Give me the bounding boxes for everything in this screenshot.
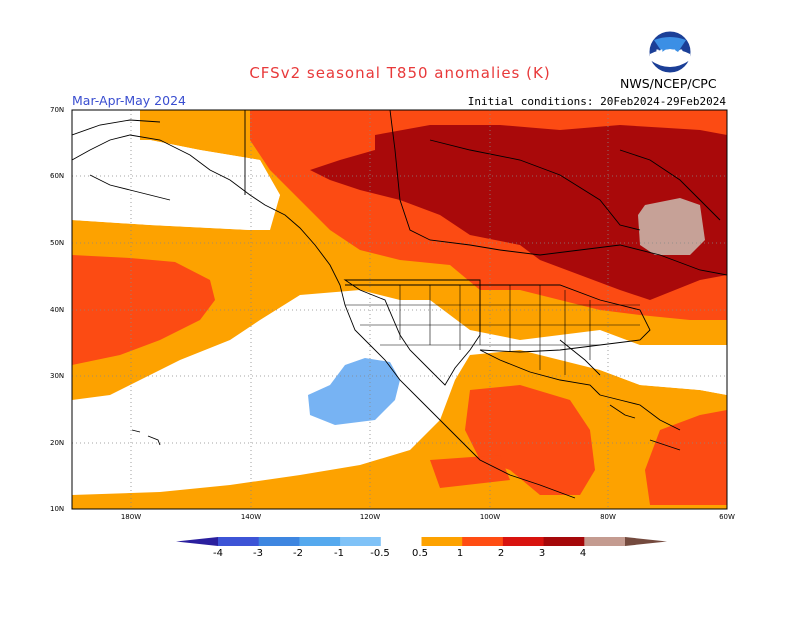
- anomaly-region-blue: [308, 358, 400, 425]
- colorbar-label: 1: [456, 548, 464, 559]
- colorbar-segment: [502, 537, 545, 546]
- colorbar-segment: [218, 537, 260, 546]
- lon-label: 180W: [120, 513, 142, 521]
- anomaly-region-pink: [638, 198, 705, 255]
- colorbar-label: -4: [213, 548, 223, 559]
- colorbar-label: 2: [497, 548, 505, 559]
- colorbar-label: 4: [579, 548, 587, 559]
- anomaly-region-red-mexico: [465, 385, 595, 495]
- colorbar-segment: [299, 537, 341, 546]
- anomaly-region-red-pacific: [72, 255, 215, 365]
- colorbar-label: -3: [253, 548, 263, 559]
- colorbar-arrow-right: [625, 537, 667, 546]
- colorbar-segment: [421, 537, 463, 546]
- colorbar-segment: [258, 537, 300, 546]
- state-borders: [345, 285, 640, 375]
- logo-text: NOAA: [656, 49, 685, 59]
- anomaly-region-red-caribbean: [645, 410, 727, 505]
- lat-label: 30N: [50, 372, 65, 380]
- colorbar-label: -0.5: [370, 548, 390, 559]
- agency-label: NWS/NCEP/CPC: [620, 76, 717, 91]
- colorbar-label: 0.5: [412, 548, 428, 559]
- forecast-period: Mar-Apr-May 2024: [72, 93, 186, 108]
- page-title: CFSv2 seasonal T850 anomalies (K): [249, 64, 551, 82]
- colorbar-segment: [584, 537, 626, 546]
- lon-label: 80W: [600, 513, 616, 521]
- colorbar-arrow-left: [176, 537, 218, 546]
- lat-label: 20N: [50, 439, 65, 447]
- lon-label: 100W: [479, 513, 501, 521]
- colorbar-segment: [340, 537, 382, 546]
- map-grid: [72, 110, 727, 509]
- lon-label: 140W: [240, 513, 262, 521]
- colorbar-label: -1: [334, 548, 344, 559]
- lat-label: 60N: [50, 172, 65, 180]
- lat-label: 50N: [50, 239, 65, 247]
- initial-conditions: Initial conditions: 20Feb2024-29Feb2024: [467, 95, 726, 108]
- lat-label: 40N: [50, 306, 65, 314]
- colorbar-label: 3: [538, 548, 546, 559]
- coastlines: [72, 110, 727, 499]
- colorbar-segment: [543, 537, 585, 546]
- anomaly-region-darkred: [310, 125, 727, 300]
- colorbar-segment: [462, 537, 504, 546]
- lon-label: 60W: [719, 513, 735, 521]
- lat-label: 70N: [50, 106, 65, 114]
- colorbar-label: -2: [293, 548, 303, 559]
- colorbar-segment: [380, 537, 422, 546]
- lon-label: 120W: [359, 513, 381, 521]
- lat-label: 10N: [50, 505, 65, 513]
- noaa-logo-icon: NOAA: [648, 30, 692, 74]
